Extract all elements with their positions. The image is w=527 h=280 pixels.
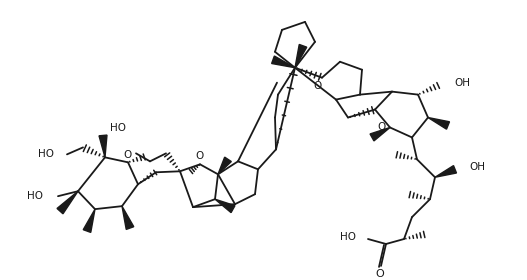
Polygon shape <box>428 118 450 129</box>
Text: O: O <box>314 81 322 91</box>
Polygon shape <box>271 56 295 68</box>
Text: OH: OH <box>469 162 485 172</box>
Text: O: O <box>196 151 204 161</box>
Polygon shape <box>218 157 231 174</box>
Polygon shape <box>435 165 456 177</box>
Polygon shape <box>370 127 390 141</box>
Text: HO: HO <box>110 123 126 134</box>
Polygon shape <box>99 135 107 157</box>
Text: O: O <box>124 150 132 160</box>
Text: HO: HO <box>340 232 356 242</box>
Polygon shape <box>295 45 307 68</box>
Text: O: O <box>378 122 386 132</box>
Text: OH: OH <box>454 78 470 88</box>
Polygon shape <box>57 191 78 214</box>
Text: HO: HO <box>38 149 54 159</box>
Polygon shape <box>122 206 134 229</box>
Polygon shape <box>83 209 95 232</box>
Text: HO: HO <box>27 191 43 201</box>
Polygon shape <box>215 199 235 213</box>
Text: O: O <box>376 269 384 279</box>
